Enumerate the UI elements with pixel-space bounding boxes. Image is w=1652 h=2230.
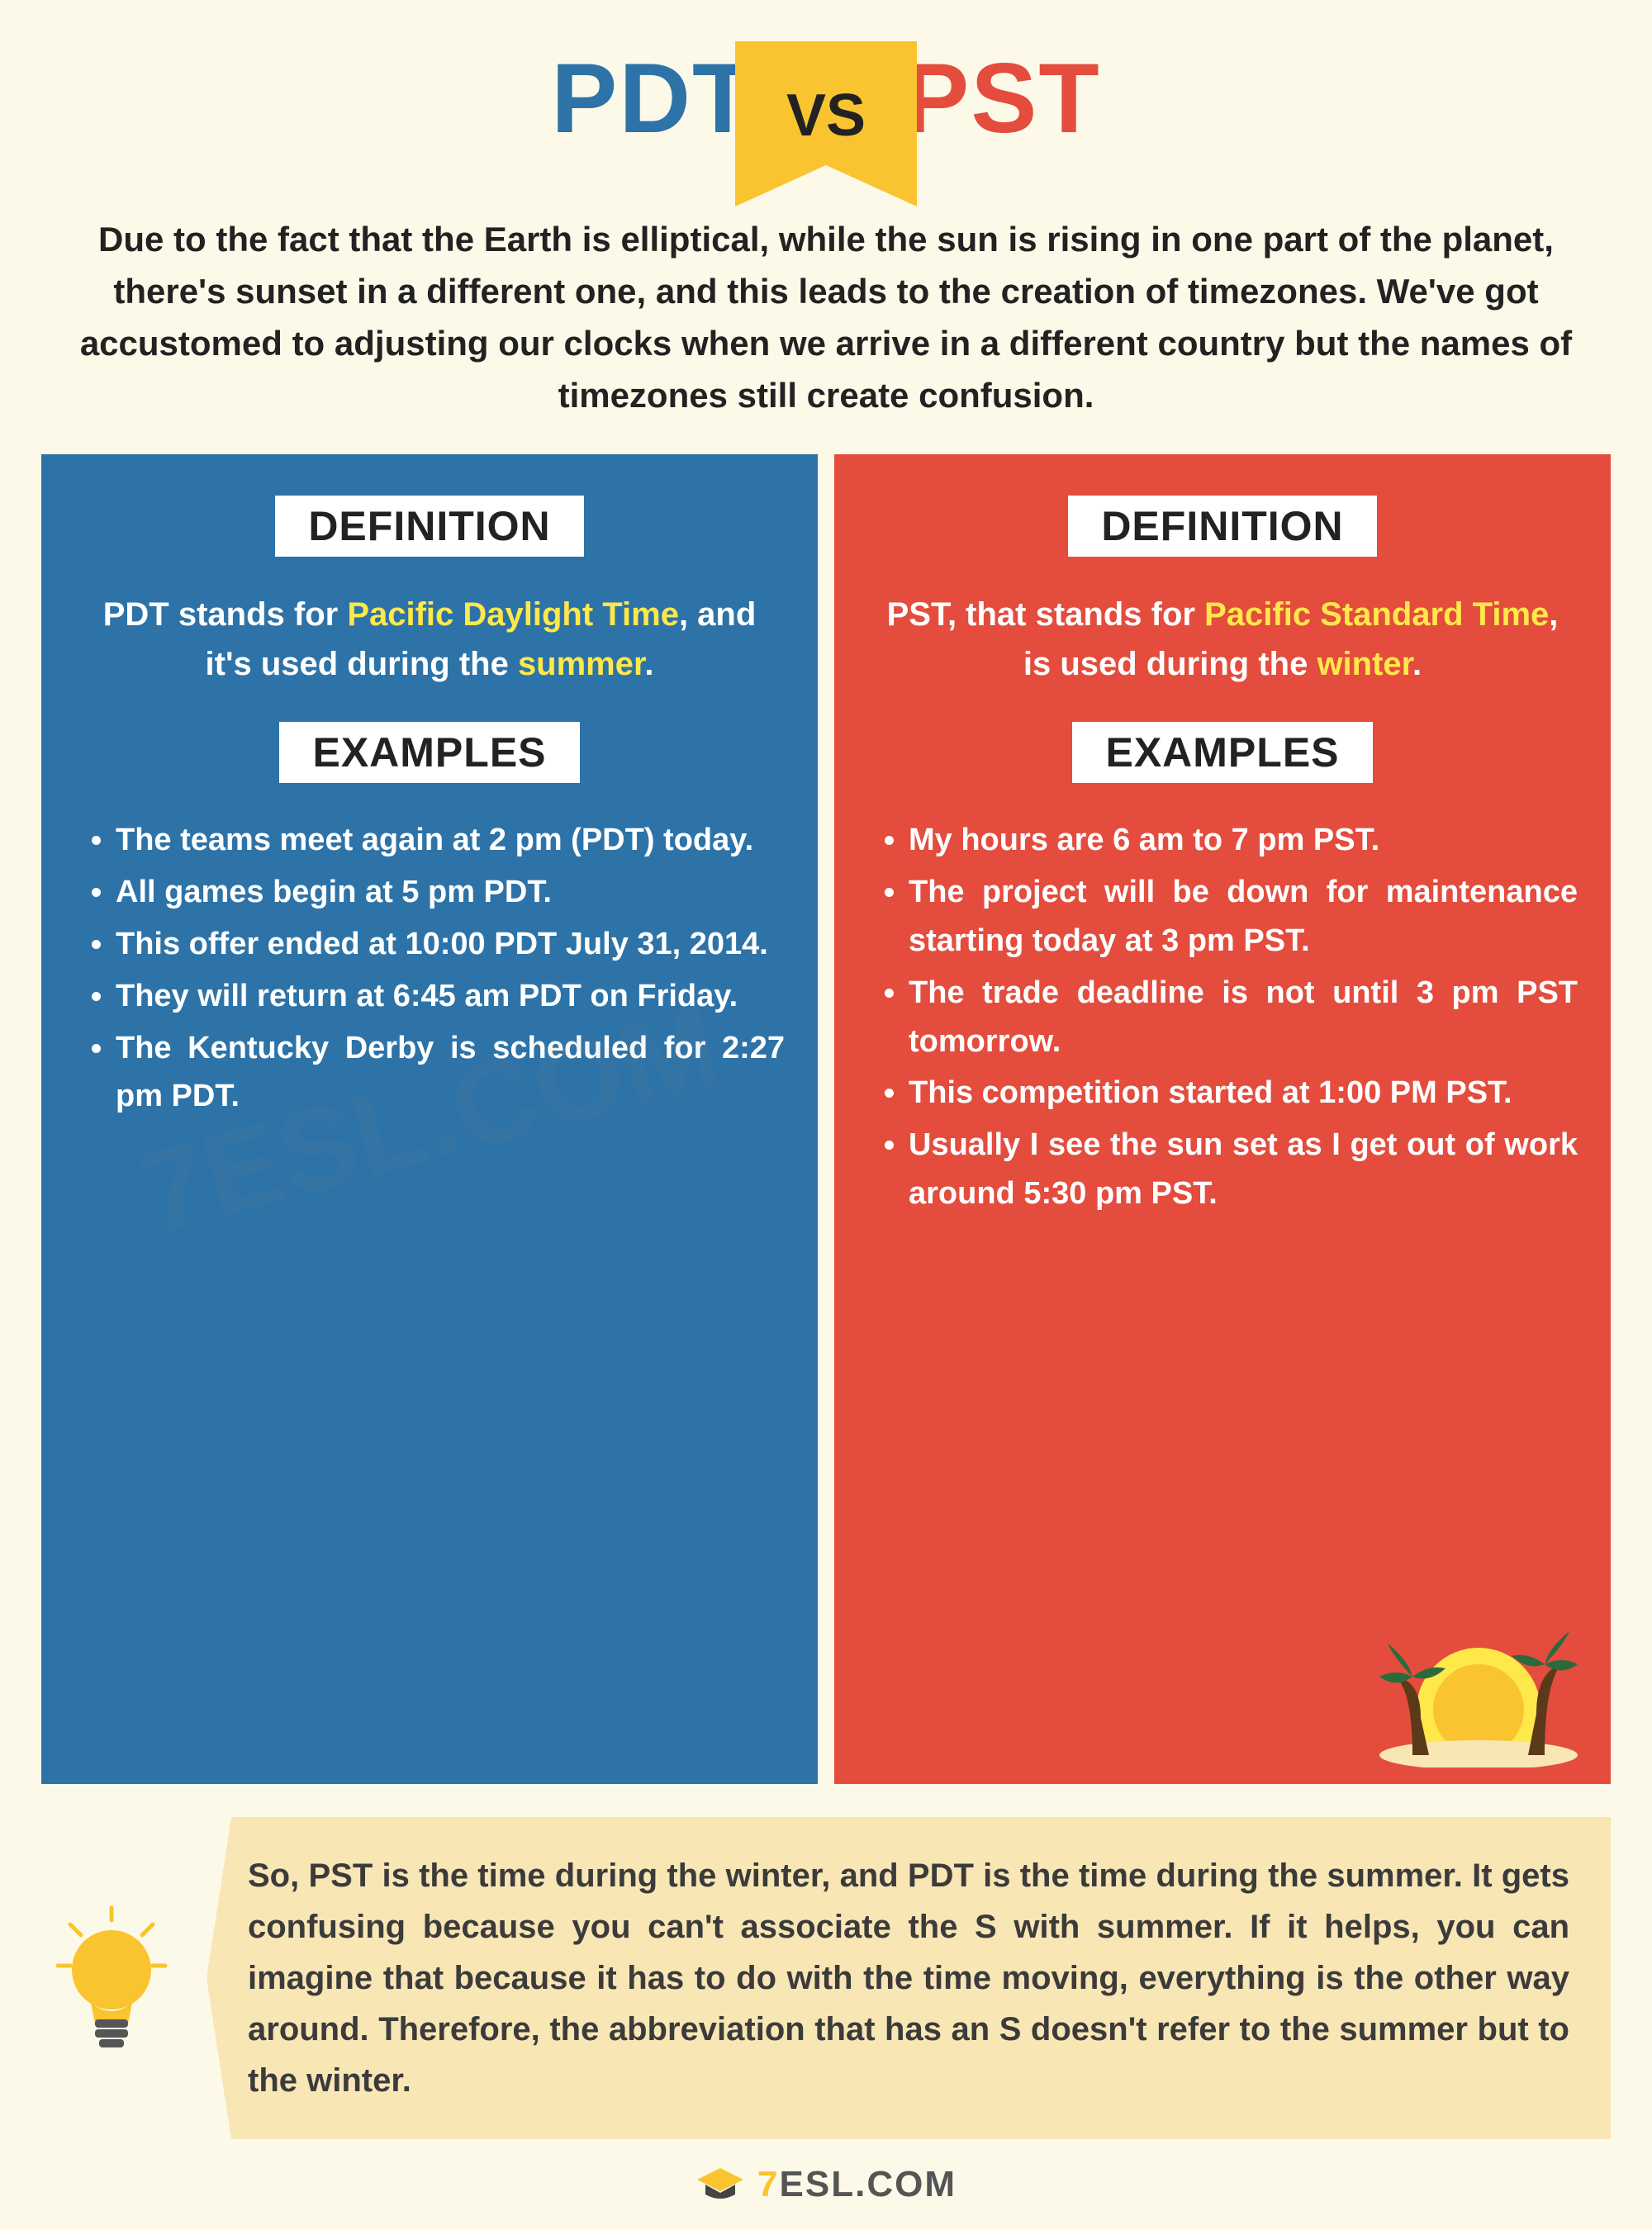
def-text: PST, that stands for: [887, 596, 1205, 633]
brand-esl: ESL.COM: [780, 2164, 957, 2204]
sunset-icon: [1371, 1619, 1586, 1767]
list-item: My hours are 6 am to 7 pm PST.: [909, 816, 1578, 865]
def-text: .: [644, 646, 653, 682]
list-item: This offer ended at 10:00 PDT July 31, 2…: [116, 920, 785, 969]
def-text: PDT stands for: [103, 596, 348, 633]
examples-label: EXAMPLES: [1072, 722, 1372, 783]
examples-label: EXAMPLES: [279, 722, 579, 783]
list-item: The project will be down for maintenance…: [909, 868, 1578, 966]
list-item: All games begin at 5 pm PDT.: [116, 868, 785, 917]
list-item: The trade deadline is not until 3 pm PST…: [909, 969, 1578, 1066]
pst-examples: My hours are 6 am to 7 pm PST. The proje…: [867, 816, 1578, 1218]
list-item: They will return at 6:45 am PDT on Frida…: [116, 972, 785, 1021]
definition-label: DEFINITION: [1068, 496, 1376, 557]
vs-text: VS: [786, 82, 866, 149]
columns: 7ESL.COM DEFINITION PDT stands for Pacif…: [41, 454, 1611, 1784]
list-item: The teams meet again at 2 pm (PDT) today…: [116, 816, 785, 865]
lightbulb-icon: [41, 1904, 182, 2052]
tip-text: So, PST is the time during the winter, a…: [206, 1817, 1611, 2139]
column-pdt: 7ESL.COM DEFINITION PDT stands for Pacif…: [41, 454, 818, 1784]
list-item: The Kentucky Derby is scheduled for 2:27…: [116, 1024, 785, 1122]
def-highlight: Pacific Standard Time: [1204, 596, 1549, 633]
intro-text: Due to the fact that the Earth is ellipt…: [41, 180, 1611, 454]
header: PDT VS PST: [41, 41, 1611, 155]
page-container: PDT VS PST Due to the fact that the Eart…: [0, 0, 1652, 2230]
def-highlight: winter: [1317, 646, 1412, 682]
title-pst: PST: [903, 41, 1100, 155]
list-item: Usually I see the sun set as I get out o…: [909, 1121, 1578, 1218]
pdt-definition: PDT stands for Pacific Daylight Time, an…: [74, 590, 785, 689]
title-pdt: PDT: [551, 41, 754, 155]
def-highlight: summer: [518, 646, 644, 682]
pdt-examples: The teams meet again at 2 pm (PDT) today…: [74, 816, 785, 1121]
def-highlight: Pacific Daylight Time: [347, 596, 679, 633]
brand-7: 7: [757, 2164, 779, 2204]
tip-section: So, PST is the time during the winter, a…: [41, 1817, 1611, 2139]
list-item: This competition started at 1:00 PM PST.: [909, 1069, 1578, 1117]
def-text: .: [1412, 646, 1422, 682]
grad-cap-icon: [695, 2166, 745, 2203]
definition-label: DEFINITION: [275, 496, 583, 557]
column-pst: DEFINITION PST, that stands for Pacific …: [834, 454, 1611, 1784]
pst-definition: PST, that stands for Pacific Standard Ti…: [867, 590, 1578, 689]
footer-brand: 7ESL.COM: [41, 2164, 1611, 2205]
